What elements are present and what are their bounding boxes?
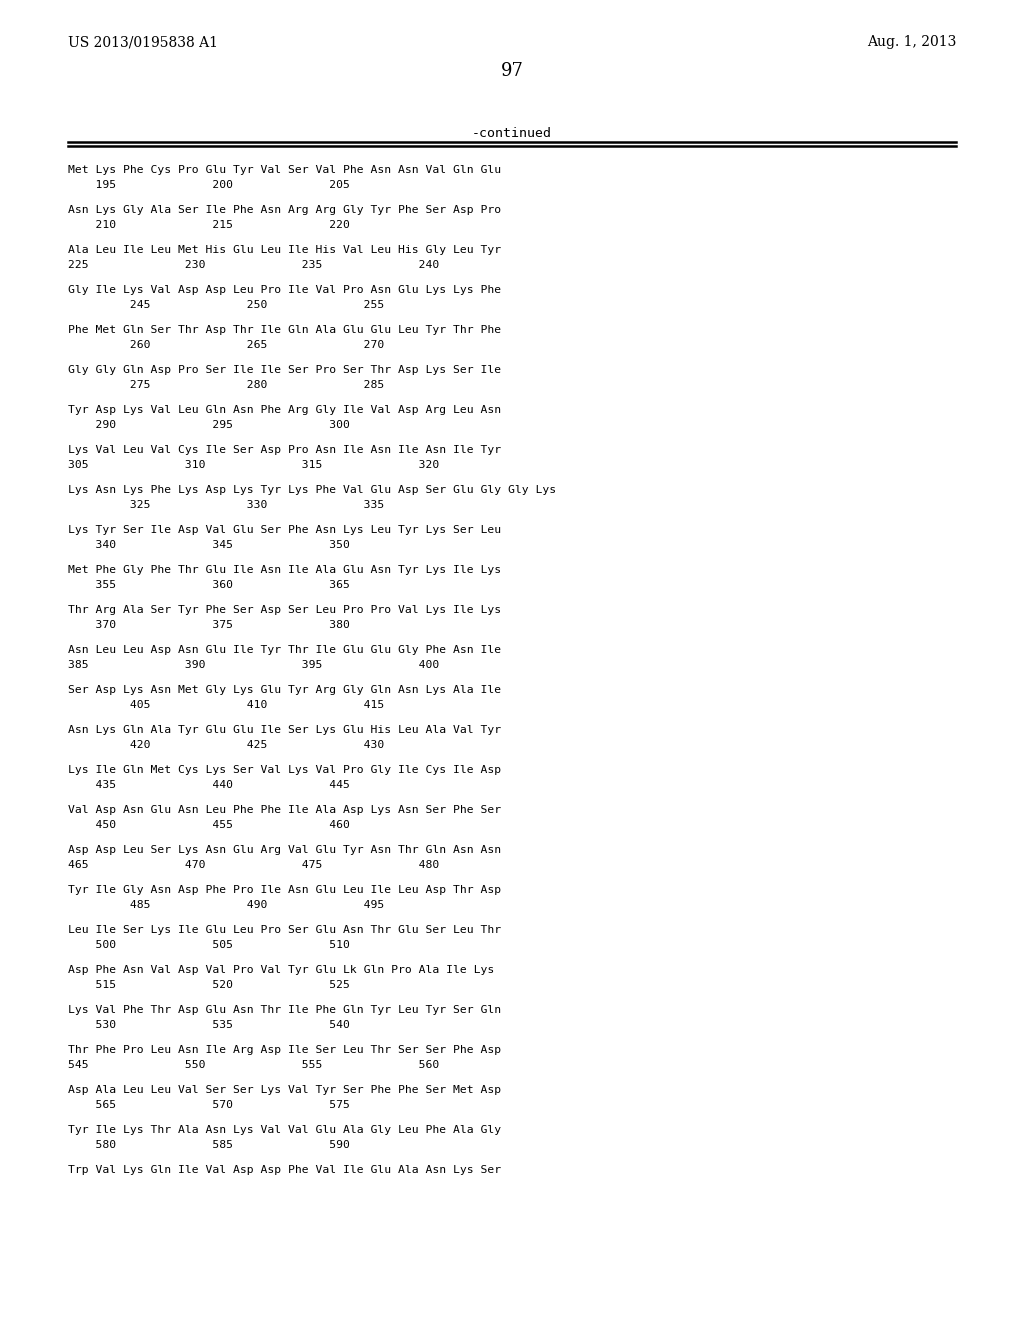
Text: Asn Lys Gln Ala Tyr Glu Glu Ile Ser Lys Glu His Leu Ala Val Tyr: Asn Lys Gln Ala Tyr Glu Glu Ile Ser Lys … <box>68 725 501 735</box>
Text: Lys Val Phe Thr Asp Glu Asn Thr Ile Phe Gln Tyr Leu Tyr Ser Gln: Lys Val Phe Thr Asp Glu Asn Thr Ile Phe … <box>68 1005 501 1015</box>
Text: Asp Ala Leu Leu Val Ser Ser Lys Val Tyr Ser Phe Phe Ser Met Asp: Asp Ala Leu Leu Val Ser Ser Lys Val Tyr … <box>68 1085 501 1096</box>
Text: 530              535              540: 530 535 540 <box>68 1020 350 1030</box>
Text: Phe Met Gln Ser Thr Asp Thr Ile Gln Ala Glu Glu Leu Tyr Thr Phe: Phe Met Gln Ser Thr Asp Thr Ile Gln Ala … <box>68 325 501 335</box>
Text: Val Asp Asn Glu Asn Leu Phe Phe Ile Ala Asp Lys Asn Ser Phe Ser: Val Asp Asn Glu Asn Leu Phe Phe Ile Ala … <box>68 805 501 814</box>
Text: Asp Phe Asn Val Asp Val Pro Val Tyr Glu Lk Gln Pro Ala Ile Lys: Asp Phe Asn Val Asp Val Pro Val Tyr Glu … <box>68 965 495 975</box>
Text: Aug. 1, 2013: Aug. 1, 2013 <box>866 36 956 49</box>
Text: 435              440              445: 435 440 445 <box>68 780 350 789</box>
Text: -continued: -continued <box>472 127 552 140</box>
Text: 580              585              590: 580 585 590 <box>68 1140 350 1150</box>
Text: Ser Asp Lys Asn Met Gly Lys Glu Tyr Arg Gly Gln Asn Lys Ala Ile: Ser Asp Lys Asn Met Gly Lys Glu Tyr Arg … <box>68 685 501 696</box>
Text: Ala Leu Ile Leu Met His Glu Leu Ile His Val Leu His Gly Leu Tyr: Ala Leu Ile Leu Met His Glu Leu Ile His … <box>68 246 501 255</box>
Text: 405              410              415: 405 410 415 <box>68 700 384 710</box>
Text: Thr Arg Ala Ser Tyr Phe Ser Asp Ser Leu Pro Pro Val Lys Ile Lys: Thr Arg Ala Ser Tyr Phe Ser Asp Ser Leu … <box>68 605 501 615</box>
Text: Lys Tyr Ser Ile Asp Val Glu Ser Phe Asn Lys Leu Tyr Lys Ser Leu: Lys Tyr Ser Ile Asp Val Glu Ser Phe Asn … <box>68 525 501 535</box>
Text: 340              345              350: 340 345 350 <box>68 540 350 550</box>
Text: 305              310              315              320: 305 310 315 320 <box>68 459 439 470</box>
Text: 355              360              365: 355 360 365 <box>68 579 350 590</box>
Text: Lys Val Leu Val Cys Ile Ser Asp Pro Asn Ile Asn Ile Asn Ile Tyr: Lys Val Leu Val Cys Ile Ser Asp Pro Asn … <box>68 445 501 455</box>
Text: 465              470              475              480: 465 470 475 480 <box>68 861 439 870</box>
Text: 210              215              220: 210 215 220 <box>68 220 350 230</box>
Text: 225              230              235              240: 225 230 235 240 <box>68 260 439 271</box>
Text: Asp Asp Leu Ser Lys Asn Glu Arg Val Glu Tyr Asn Thr Gln Asn Asn: Asp Asp Leu Ser Lys Asn Glu Arg Val Glu … <box>68 845 501 855</box>
Text: 485              490              495: 485 490 495 <box>68 900 384 909</box>
Text: Gly Ile Lys Val Asp Asp Leu Pro Ile Val Pro Asn Glu Lys Lys Phe: Gly Ile Lys Val Asp Asp Leu Pro Ile Val … <box>68 285 501 294</box>
Text: Tyr Ile Lys Thr Ala Asn Lys Val Val Glu Ala Gly Leu Phe Ala Gly: Tyr Ile Lys Thr Ala Asn Lys Val Val Glu … <box>68 1125 501 1135</box>
Text: Thr Phe Pro Leu Asn Ile Arg Asp Ile Ser Leu Thr Ser Ser Phe Asp: Thr Phe Pro Leu Asn Ile Arg Asp Ile Ser … <box>68 1045 501 1055</box>
Text: 260              265              270: 260 265 270 <box>68 341 384 350</box>
Text: 97: 97 <box>501 62 523 81</box>
Text: 245              250              255: 245 250 255 <box>68 300 384 310</box>
Text: 420              425              430: 420 425 430 <box>68 741 384 750</box>
Text: US 2013/0195838 A1: US 2013/0195838 A1 <box>68 36 218 49</box>
Text: Met Lys Phe Cys Pro Glu Tyr Val Ser Val Phe Asn Asn Val Gln Glu: Met Lys Phe Cys Pro Glu Tyr Val Ser Val … <box>68 165 501 176</box>
Text: 565              570              575: 565 570 575 <box>68 1100 350 1110</box>
Text: 325              330              335: 325 330 335 <box>68 500 384 510</box>
Text: Tyr Ile Gly Asn Asp Phe Pro Ile Asn Glu Leu Ile Leu Asp Thr Asp: Tyr Ile Gly Asn Asp Phe Pro Ile Asn Glu … <box>68 884 501 895</box>
Text: 385              390              395              400: 385 390 395 400 <box>68 660 439 671</box>
Text: 515              520              525: 515 520 525 <box>68 979 350 990</box>
Text: 370              375              380: 370 375 380 <box>68 620 350 630</box>
Text: 545              550              555              560: 545 550 555 560 <box>68 1060 439 1071</box>
Text: Tyr Asp Lys Val Leu Gln Asn Phe Arg Gly Ile Val Asp Arg Leu Asn: Tyr Asp Lys Val Leu Gln Asn Phe Arg Gly … <box>68 405 501 414</box>
Text: 290              295              300: 290 295 300 <box>68 420 350 430</box>
Text: 275              280              285: 275 280 285 <box>68 380 384 389</box>
Text: 450              455              460: 450 455 460 <box>68 820 350 830</box>
Text: Trp Val Lys Gln Ile Val Asp Asp Phe Val Ile Glu Ala Asn Lys Ser: Trp Val Lys Gln Ile Val Asp Asp Phe Val … <box>68 1166 501 1175</box>
Text: Gly Gly Gln Asp Pro Ser Ile Ile Ser Pro Ser Thr Asp Lys Ser Ile: Gly Gly Gln Asp Pro Ser Ile Ile Ser Pro … <box>68 366 501 375</box>
Text: Lys Ile Gln Met Cys Lys Ser Val Lys Val Pro Gly Ile Cys Ile Asp: Lys Ile Gln Met Cys Lys Ser Val Lys Val … <box>68 766 501 775</box>
Text: Lys Asn Lys Phe Lys Asp Lys Tyr Lys Phe Val Glu Asp Ser Glu Gly Gly Lys: Lys Asn Lys Phe Lys Asp Lys Tyr Lys Phe … <box>68 484 556 495</box>
Text: Leu Ile Ser Lys Ile Glu Leu Pro Ser Glu Asn Thr Glu Ser Leu Thr: Leu Ile Ser Lys Ile Glu Leu Pro Ser Glu … <box>68 925 501 935</box>
Text: 195              200              205: 195 200 205 <box>68 180 350 190</box>
Text: Met Phe Gly Phe Thr Glu Ile Asn Ile Ala Glu Asn Tyr Lys Ile Lys: Met Phe Gly Phe Thr Glu Ile Asn Ile Ala … <box>68 565 501 576</box>
Text: 500              505              510: 500 505 510 <box>68 940 350 950</box>
Text: Asn Lys Gly Ala Ser Ile Phe Asn Arg Arg Gly Tyr Phe Ser Asp Pro: Asn Lys Gly Ala Ser Ile Phe Asn Arg Arg … <box>68 205 501 215</box>
Text: Asn Leu Leu Asp Asn Glu Ile Tyr Thr Ile Glu Glu Gly Phe Asn Ile: Asn Leu Leu Asp Asn Glu Ile Tyr Thr Ile … <box>68 645 501 655</box>
